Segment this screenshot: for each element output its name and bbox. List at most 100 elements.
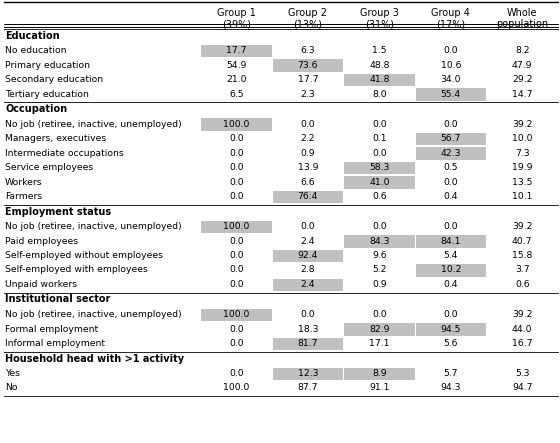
Text: (13%): (13%) <box>293 19 323 29</box>
Text: 0.0: 0.0 <box>301 120 315 128</box>
Text: 58.3: 58.3 <box>369 163 390 172</box>
Text: 81.7: 81.7 <box>297 339 318 348</box>
Text: 94.5: 94.5 <box>441 325 461 334</box>
Text: 100.0: 100.0 <box>223 384 250 392</box>
Bar <box>344 162 414 174</box>
Text: 92.4: 92.4 <box>297 251 318 260</box>
Text: 100.0: 100.0 <box>223 120 250 128</box>
Text: 8.2: 8.2 <box>515 46 530 55</box>
Bar <box>416 88 486 101</box>
Text: (17%): (17%) <box>436 19 465 29</box>
Text: 0.0: 0.0 <box>372 222 386 231</box>
Text: No: No <box>5 384 17 392</box>
Text: 39.2: 39.2 <box>512 222 533 231</box>
Text: 0.6: 0.6 <box>515 280 530 289</box>
Text: Self-employed with employees: Self-employed with employees <box>5 265 148 275</box>
Text: Household head with >1 activity: Household head with >1 activity <box>5 354 184 364</box>
Text: 5.7: 5.7 <box>444 369 458 378</box>
Bar <box>344 368 414 380</box>
Text: 8.0: 8.0 <box>372 89 386 98</box>
Text: 91.1: 91.1 <box>369 384 390 392</box>
Text: 6.3: 6.3 <box>301 46 315 55</box>
Text: 87.7: 87.7 <box>297 384 318 392</box>
Text: Managers, executives: Managers, executives <box>5 134 106 143</box>
Text: 0.0: 0.0 <box>229 237 244 245</box>
Text: 19.9: 19.9 <box>512 163 533 172</box>
Text: 29.2: 29.2 <box>512 75 533 84</box>
Text: 0.0: 0.0 <box>301 310 315 319</box>
Bar <box>416 264 486 276</box>
Text: 10.0: 10.0 <box>512 134 533 143</box>
Text: 54.9: 54.9 <box>226 61 246 70</box>
Text: 0.0: 0.0 <box>444 310 458 319</box>
Text: Primary education: Primary education <box>5 61 90 70</box>
Bar <box>273 190 343 203</box>
Text: 0.0: 0.0 <box>444 222 458 231</box>
Bar <box>416 147 486 159</box>
Text: 0.6: 0.6 <box>372 192 386 201</box>
Text: 10.2: 10.2 <box>441 265 461 275</box>
Text: 2.3: 2.3 <box>301 89 315 98</box>
Text: 5.2: 5.2 <box>372 265 386 275</box>
Text: Service employees: Service employees <box>5 163 94 172</box>
Text: 6.6: 6.6 <box>301 178 315 187</box>
Bar <box>273 279 343 291</box>
Text: Group 4: Group 4 <box>431 8 470 18</box>
Text: 5.6: 5.6 <box>444 339 458 348</box>
Text: Whole: Whole <box>507 8 538 18</box>
Text: 18.3: 18.3 <box>297 325 318 334</box>
Text: 7.3: 7.3 <box>515 148 530 158</box>
Text: 0.4: 0.4 <box>444 280 458 289</box>
Text: 21.0: 21.0 <box>226 75 246 84</box>
Text: 0.0: 0.0 <box>372 148 386 158</box>
Text: 39.2: 39.2 <box>512 120 533 128</box>
Text: Paid employees: Paid employees <box>5 237 78 245</box>
Text: 82.9: 82.9 <box>369 325 390 334</box>
Text: Workers: Workers <box>5 178 43 187</box>
Bar <box>201 308 272 321</box>
Text: 0.5: 0.5 <box>444 163 458 172</box>
Text: 2.4: 2.4 <box>301 237 315 245</box>
Text: 5.3: 5.3 <box>515 369 530 378</box>
Text: 41.0: 41.0 <box>369 178 390 187</box>
Text: 40.7: 40.7 <box>512 237 533 245</box>
Bar <box>273 249 343 262</box>
Text: Group 1: Group 1 <box>217 8 256 18</box>
Text: 1.5: 1.5 <box>372 46 386 55</box>
Text: 0.0: 0.0 <box>229 369 244 378</box>
Text: Self-employed without employees: Self-employed without employees <box>5 251 163 260</box>
Text: 0.0: 0.0 <box>444 178 458 187</box>
Text: Tertiary education: Tertiary education <box>5 89 89 98</box>
Text: 17.7: 17.7 <box>226 46 246 55</box>
Text: 0.0: 0.0 <box>229 134 244 143</box>
Text: 15.8: 15.8 <box>512 251 533 260</box>
Text: No job (retiree, inactive, unemployed): No job (retiree, inactive, unemployed) <box>5 222 181 231</box>
Text: 56.7: 56.7 <box>441 134 461 143</box>
Text: 13.9: 13.9 <box>297 163 318 172</box>
Bar <box>273 338 343 350</box>
Text: 0.0: 0.0 <box>229 148 244 158</box>
Text: 0.0: 0.0 <box>229 251 244 260</box>
Text: No job (retiree, inactive, unemployed): No job (retiree, inactive, unemployed) <box>5 120 181 128</box>
Text: 0.1: 0.1 <box>372 134 386 143</box>
Text: Institutional sector: Institutional sector <box>5 295 110 304</box>
Text: 0.4: 0.4 <box>444 192 458 201</box>
Text: 0.0: 0.0 <box>229 339 244 348</box>
Text: 73.6: 73.6 <box>297 61 318 70</box>
Text: 0.0: 0.0 <box>372 310 386 319</box>
Text: 94.7: 94.7 <box>512 384 533 392</box>
Text: 2.4: 2.4 <box>301 280 315 289</box>
Text: 17.7: 17.7 <box>297 75 318 84</box>
Text: 12.3: 12.3 <box>297 369 318 378</box>
Text: Yes: Yes <box>5 369 20 378</box>
Text: 0.0: 0.0 <box>229 192 244 201</box>
Text: 0.0: 0.0 <box>444 46 458 55</box>
Bar <box>344 323 414 335</box>
Text: 13.5: 13.5 <box>512 178 533 187</box>
Text: 5.4: 5.4 <box>444 251 458 260</box>
Text: Employment status: Employment status <box>5 206 111 217</box>
Text: 100.0: 100.0 <box>223 222 250 231</box>
Text: 8.9: 8.9 <box>372 369 386 378</box>
Text: 0.0: 0.0 <box>229 178 244 187</box>
Text: 42.3: 42.3 <box>441 148 461 158</box>
